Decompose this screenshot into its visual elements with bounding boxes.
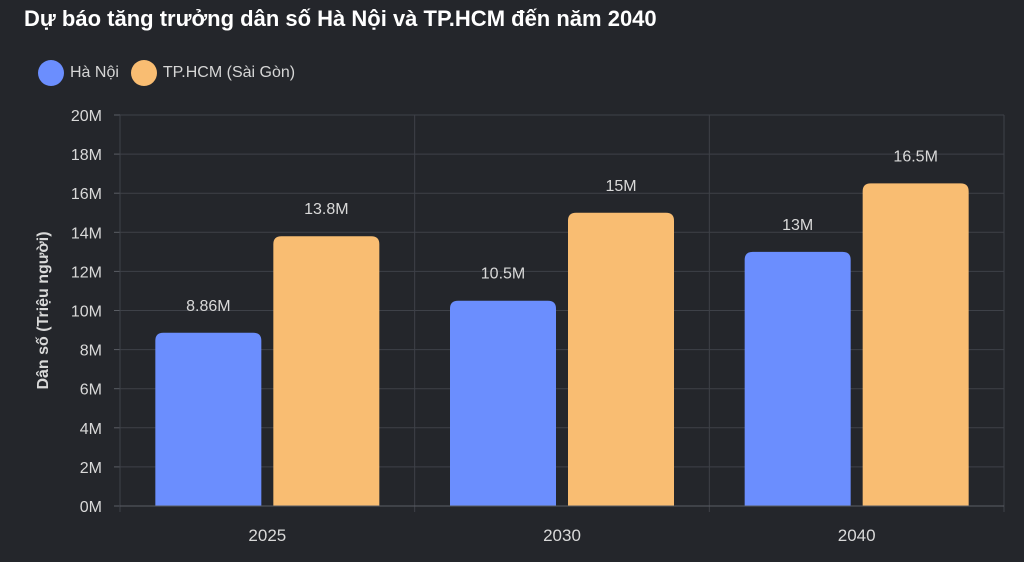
y-tick-label: 18M — [71, 147, 102, 164]
data-label: 13M — [782, 217, 813, 234]
legend-label-hanoi: Hà Nội — [70, 64, 119, 81]
data-label: 10.5M — [481, 266, 525, 283]
legend: Hà Nội TP.HCM (Sài Gòn) — [38, 60, 307, 86]
y-tick-label: 16M — [71, 186, 102, 203]
bar-hanoi-2025 — [155, 332, 262, 506]
chart-title: Dự báo tăng trưởng dân số Hà Nội và TP.H… — [24, 6, 657, 31]
legend-swatch-hcm — [130, 60, 157, 86]
y-tick-label: 6M — [80, 382, 102, 399]
legend-item-hanoi[interactable]: Hà Nội — [38, 60, 119, 86]
data-label: 15M — [605, 178, 636, 195]
legend-item-hcm[interactable]: TP.HCM (Sài Gòn) — [130, 60, 296, 86]
data-label: 13.8M — [304, 201, 348, 218]
x-tick-label: 2025 — [248, 526, 286, 545]
y-tick-label: 14M — [71, 225, 102, 242]
y-axis-title: Dân số (Triệu người) — [35, 231, 52, 389]
y-tick-label: 2M — [80, 460, 102, 477]
bar-hanoi-2030 — [450, 300, 556, 506]
y-tick-label: 20M — [71, 108, 102, 125]
bar-hcm-2030 — [568, 212, 674, 506]
legend-swatch-hanoi — [38, 60, 64, 86]
x-tick-label: 2030 — [543, 526, 581, 545]
bar-hanoi-2040 — [744, 251, 851, 506]
y-tick-label: 0M — [80, 499, 102, 516]
legend-label-hcm: TP.HCM (Sài Gòn) — [162, 64, 296, 81]
y-tick-label: 10M — [71, 304, 102, 321]
data-label: 16.5M — [893, 148, 937, 165]
data-label: 8.86M — [186, 298, 230, 315]
y-tick-label: 4M — [80, 421, 102, 438]
y-tick-label: 8M — [80, 343, 102, 360]
bar-hcm-2025 — [273, 236, 380, 506]
x-tick-label: 2040 — [838, 526, 876, 545]
y-tick-label: 12M — [71, 264, 102, 281]
bar-hcm-2040 — [862, 183, 969, 507]
